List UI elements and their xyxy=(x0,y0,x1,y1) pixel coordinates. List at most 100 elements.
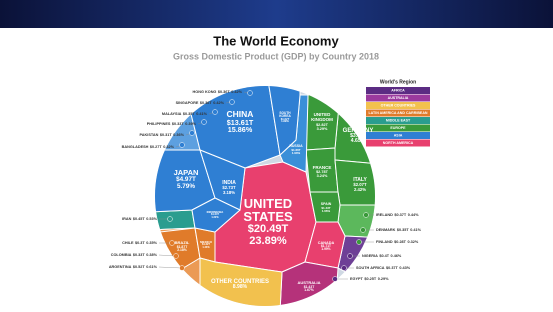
country-label: IRELAND $0.37T 0.44% xyxy=(376,213,419,217)
country-label-part: 0.35% xyxy=(146,241,157,245)
country-label-part: ARGENTINA xyxy=(109,265,132,269)
country-dot xyxy=(179,142,185,148)
country-label-box: FRANCE $2.78T 3.24% xyxy=(307,137,337,207)
country-label-part: PHILIPPINES xyxy=(147,122,171,126)
country-name: UNITED KINGDOM xyxy=(311,112,333,122)
country-name: INDONESIA xyxy=(206,209,224,214)
country-share: 2.42% xyxy=(353,186,367,192)
country-label: IRAN $0.45T 0.53% xyxy=(122,217,157,221)
country-label: BANGLADESH $0.27T 0.32% xyxy=(122,145,175,149)
legend-swatch xyxy=(366,132,430,139)
country-share: 1.43% xyxy=(202,245,210,249)
country-name: CANADA xyxy=(317,240,335,245)
country-label: SOUTH AFRICA $0.37T 0.43% xyxy=(356,266,411,270)
country-label-box: CHINA $13.61T 15.86% xyxy=(205,87,275,157)
country-dot xyxy=(341,265,347,271)
country-share: 23.89% xyxy=(249,234,287,247)
country-cell xyxy=(334,159,375,206)
country-share: 4.65% xyxy=(350,138,366,145)
country-label-part: SINGAPORE xyxy=(176,101,199,105)
cells xyxy=(155,86,375,306)
country-name: UNITED STATES xyxy=(243,195,293,225)
country-dot xyxy=(179,265,185,271)
country-label-part: $0.3T xyxy=(135,241,145,245)
country-label-part: 0.53% xyxy=(146,217,157,221)
country-label-part: $0.52T xyxy=(133,265,146,269)
country-label-part: 0.43% xyxy=(399,266,410,270)
country-label-box: SOUTH KOREA $1.62T 1.89% xyxy=(274,83,296,153)
country-label-part: $0.28T xyxy=(394,240,407,244)
country-share: 1.66% xyxy=(321,208,331,213)
country-name: OTHER COUNTRIES xyxy=(210,279,269,286)
country-gdp: $4.97T xyxy=(176,176,196,184)
country-gdp: $2.07T xyxy=(353,182,367,188)
country-label-part: $0.33T xyxy=(172,122,185,126)
country-gdp: $1.22T xyxy=(202,242,210,246)
country-label-box: INDONESIA $1.04T 1.22% xyxy=(201,180,229,250)
country-gdp: $1.66T xyxy=(291,147,301,152)
country-label: ARGENTINA $0.52T 0.61% xyxy=(109,265,158,269)
country-label-box: UNITED KINGDOM $2.82T 3.29% xyxy=(306,87,338,157)
country-label-part: 0.39% xyxy=(185,122,196,126)
country-label-box: MEXICO $1.22T 1.43% xyxy=(197,210,215,280)
country-label: COLOMBIA $0.33T 0.38% xyxy=(111,253,158,257)
country-label-part: $0.4T xyxy=(379,254,389,258)
region-fill xyxy=(337,235,375,291)
country-label-box: OTHER COUNTRIES 8.98% xyxy=(210,250,270,312)
country-label-part: IRELAND xyxy=(376,213,393,217)
country-label-part: $0.37T xyxy=(386,266,399,270)
country-name: BRAZIL xyxy=(174,240,190,246)
country-label-part: $0.25T xyxy=(364,277,377,281)
country-dot xyxy=(189,130,195,136)
leader-line xyxy=(158,254,177,257)
country-label-box: UNITED STATES $20.49T 23.89% xyxy=(218,187,318,257)
legend-label: EUROPE xyxy=(390,126,406,130)
country-label-part: $0.35T xyxy=(397,228,410,232)
country-label-part: 0.38% xyxy=(146,253,157,257)
country-label: PHILIPPINES $0.33T 0.39% xyxy=(147,122,197,126)
country-label-box: CANADA $1.71T 1.99% xyxy=(313,211,339,281)
legend-swatch xyxy=(366,102,430,109)
country-label-box: SPAIN $1.43T 1.66% xyxy=(313,173,339,243)
country-name: MEXICO xyxy=(200,239,212,244)
country-label-part: MALAYSIA xyxy=(162,112,182,116)
country-name: INDIA xyxy=(222,179,236,186)
country-name: RUSSIA xyxy=(289,144,303,149)
country-name: SOUTH KOREA xyxy=(279,110,291,119)
country-dot xyxy=(212,109,218,115)
legend-swatch xyxy=(366,124,430,132)
country-gdp: $20.49T xyxy=(247,223,289,236)
country-label-part: $0.45T xyxy=(133,217,146,221)
country-name: ITALY xyxy=(353,176,367,183)
country-dot xyxy=(167,216,173,222)
country-label-part: $0.33T xyxy=(133,253,146,257)
country-label-part: 0.42% xyxy=(213,101,224,105)
country-label: CHILE $0.3T 0.35% xyxy=(122,241,158,245)
country-share: 1.22% xyxy=(211,215,219,219)
country-label-part: DENMARK xyxy=(376,228,396,232)
country-label-part: $0.27T xyxy=(150,145,163,149)
country-label-part: COLOMBIA xyxy=(111,253,132,257)
country-label: PAKISTAN $0.31T 0.36% xyxy=(140,133,185,137)
country-name: JAPAN xyxy=(173,168,199,178)
legend-swatch xyxy=(366,94,430,102)
country-label: NIGERIA $0.4T 0.46% xyxy=(362,254,402,258)
country-dot xyxy=(229,99,235,105)
country-label: EGYPT $0.25T 0.29% xyxy=(350,277,389,281)
country-gdp: $3.99T xyxy=(350,132,366,139)
chart-title: The World Economy xyxy=(213,33,339,48)
country-label-part: $0.36T xyxy=(200,101,213,105)
country-gdp: $2.73T xyxy=(222,185,236,191)
country-name: SPAIN xyxy=(320,202,332,207)
country-label-part: CHILE xyxy=(122,241,134,245)
